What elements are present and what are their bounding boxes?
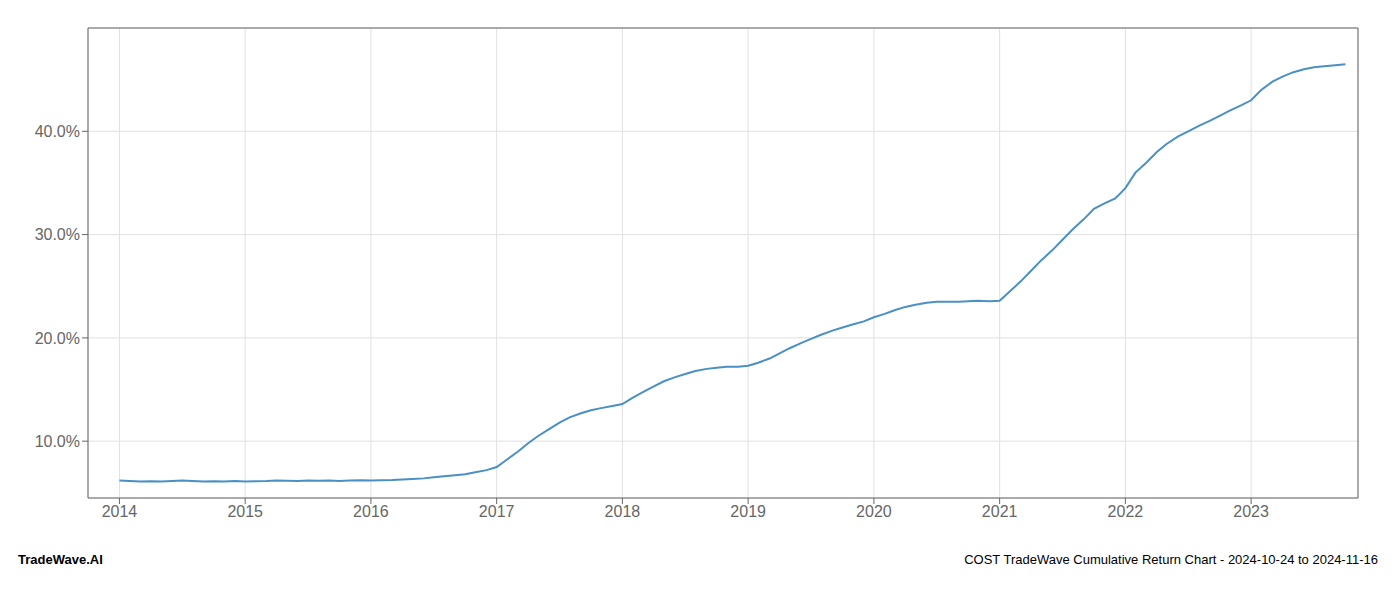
svg-text:2014: 2014: [102, 503, 138, 520]
svg-text:10.0%: 10.0%: [35, 433, 80, 450]
svg-text:2021: 2021: [982, 503, 1018, 520]
svg-text:30.0%: 30.0%: [35, 226, 80, 243]
svg-text:2023: 2023: [1233, 503, 1269, 520]
svg-text:2016: 2016: [353, 503, 389, 520]
svg-text:20.0%: 20.0%: [35, 330, 80, 347]
svg-text:2022: 2022: [1108, 503, 1144, 520]
svg-text:2017: 2017: [479, 503, 515, 520]
svg-text:2015: 2015: [227, 503, 263, 520]
svg-text:2020: 2020: [856, 503, 892, 520]
html-text:COST TradeWave Cumulative Retu: COST TradeWave Cumulative Return Chart -…: [964, 552, 1378, 567]
svg-text:40.0%: 40.0%: [35, 123, 80, 140]
svg-text:2019: 2019: [730, 503, 766, 520]
html-text:TradeWave.AI: TradeWave.AI: [18, 552, 103, 567]
svg-text:2018: 2018: [605, 503, 641, 520]
